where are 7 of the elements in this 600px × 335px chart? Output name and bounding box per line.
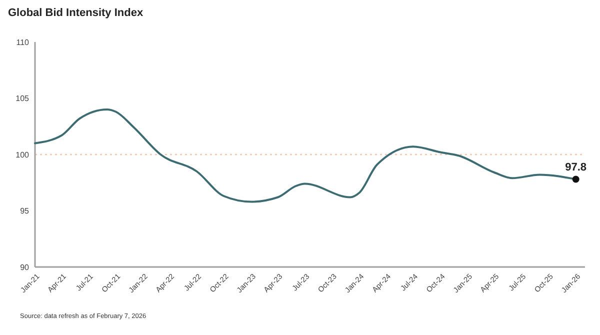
y-tick-label: 100 — [16, 150, 30, 160]
annotation: 97.8 — [565, 161, 587, 174]
y-tick-label: 110 — [16, 38, 30, 47]
y-tick-label: 105 — [16, 94, 30, 104]
chart-title: Global Bid Intensity Index — [8, 7, 144, 19]
y-tick-label: 90 — [20, 262, 30, 272]
y-tick-label: 95 — [20, 206, 30, 216]
